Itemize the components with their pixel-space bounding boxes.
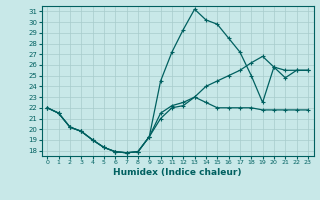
X-axis label: Humidex (Indice chaleur): Humidex (Indice chaleur) (113, 168, 242, 177)
